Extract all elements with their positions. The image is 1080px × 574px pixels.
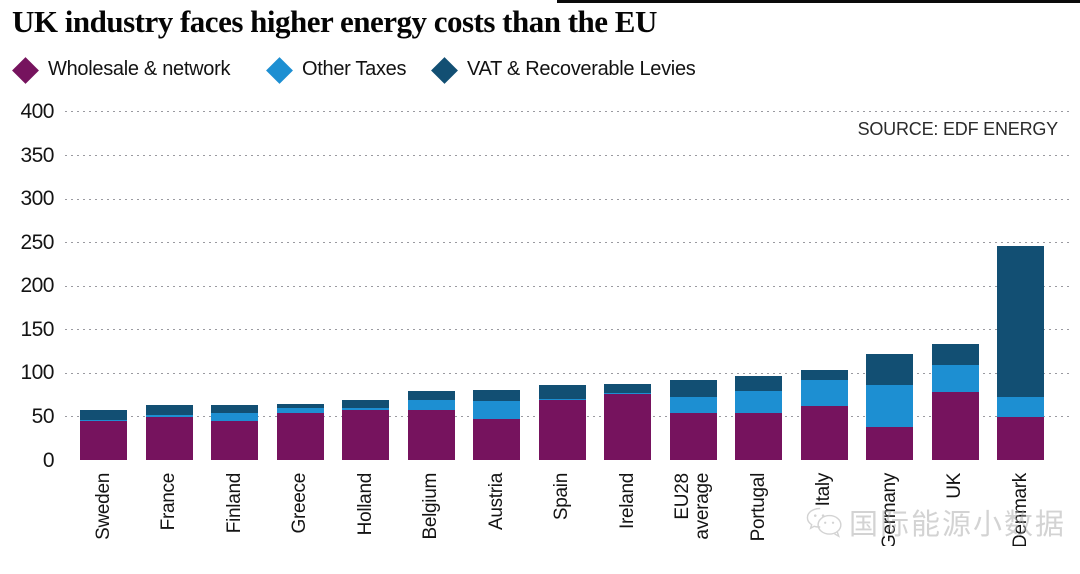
gridline-y-300 [65, 198, 1072, 201]
bar-finland-other-taxes [211, 413, 258, 422]
bar-greece-vat-recoverable-levies [276, 403, 324, 409]
bar-finland-wholesale-network [211, 421, 258, 461]
bar-uk-wholesale-network [931, 391, 979, 461]
bar-france-other-taxes [145, 415, 193, 417]
bar-germany-wholesale-network [866, 426, 913, 461]
bar-spain-vat-recoverable-levies [538, 384, 586, 399]
x-axis-label-sweden: Sweden [92, 473, 114, 540]
bar-italy-wholesale-network [800, 406, 848, 461]
top-border-rule [557, 0, 1080, 3]
bar-france-vat-recoverable-levies [145, 404, 193, 416]
x-axis-label-austria: Austria [485, 473, 507, 531]
bar-portugal-vat-recoverable-levies [735, 375, 782, 391]
y-axis-label: 350 [20, 143, 54, 167]
bar-greece-wholesale-network [276, 413, 324, 461]
bar-finland-vat-recoverable-levies [211, 404, 258, 414]
bar-uk-vat-recoverable-levies [931, 343, 979, 365]
bar-portugal-other-taxes [735, 390, 782, 414]
bar-austria-other-taxes [473, 401, 520, 419]
bar-france-wholesale-network [145, 416, 193, 461]
bar-denmark-other-taxes [997, 396, 1044, 417]
gridline-y-100 [65, 372, 1072, 375]
bar-holland-other-taxes [342, 408, 389, 410]
y-axis-label: 250 [20, 230, 54, 254]
y-axis-label: 200 [20, 274, 54, 298]
chart-title: UK industry faces higher energy costs th… [12, 4, 657, 39]
bar-holland-vat-recoverable-levies [342, 399, 389, 409]
bar-denmark-vat-recoverable-levies [997, 246, 1044, 397]
source-note: SOURCE: EDF ENERGY [857, 119, 1059, 139]
bar-holland-wholesale-network [342, 409, 389, 461]
bar-ireland-wholesale-network [604, 393, 651, 461]
x-axis-label-portugal: Portugal [747, 473, 769, 542]
bar-eu28-average-other-taxes [669, 396, 717, 413]
legend-label: VAT & Recoverable Levies [467, 58, 696, 80]
bar-portugal-wholesale-network [735, 413, 782, 461]
x-axis-label-spain: Spain [551, 473, 572, 521]
bar-denmark-wholesale-network [997, 416, 1044, 461]
bar-eu28-average-vat-recoverable-levies [669, 380, 717, 397]
gridline-y-400 [65, 111, 1072, 114]
bar-belgium-wholesale-network [407, 409, 455, 461]
x-axis-label-greece: Greece [289, 473, 310, 534]
x-axis-label-holland: Holland [354, 473, 376, 536]
bar-spain-other-taxes [538, 398, 586, 400]
x-axis-label-eu28-average: EU28 average [672, 473, 713, 540]
watermark-text: 国际能源小数据 [848, 509, 1066, 541]
y-axis-label: 50 [31, 404, 55, 428]
legend-label: Other Taxes [302, 58, 407, 80]
y-axis-label: 300 [20, 187, 54, 211]
gridline-y-150 [65, 329, 1072, 332]
y-axis-label: 150 [20, 317, 54, 341]
y-axis-label: 400 [20, 99, 54, 123]
gridline-y-250 [65, 242, 1072, 245]
y-axis-label: 0 [42, 448, 55, 472]
x-axis-label-finland: Finland [223, 473, 245, 534]
bar-sweden-vat-recoverable-levies [80, 409, 127, 420]
gridline-y-200 [65, 285, 1072, 288]
bar-germany-other-taxes [866, 384, 913, 427]
x-axis-label-belgium: Belgium [420, 473, 441, 540]
watermark: 国际能源小数据 [806, 494, 1066, 550]
x-axis-label-france: France [158, 473, 179, 531]
legend-label: Wholesale & network [48, 58, 231, 80]
wechat-logo-icon [806, 507, 842, 538]
legend: Wholesale & network Other Taxes VAT & Re… [0, 56, 1080, 86]
y-axis-label: 100 [20, 361, 54, 385]
bar-ireland-other-taxes [604, 392, 651, 394]
bar-italy-vat-recoverable-levies [800, 369, 848, 381]
bar-ireland-vat-recoverable-levies [604, 383, 651, 393]
bar-greece-other-taxes [276, 408, 324, 414]
bar-belgium-other-taxes [407, 400, 455, 410]
bar-uk-other-taxes [931, 364, 979, 392]
gridline-y-350 [65, 155, 1072, 158]
bar-germany-vat-recoverable-levies [866, 354, 913, 385]
bar-spain-wholesale-network [538, 399, 586, 461]
bar-austria-wholesale-network [473, 418, 520, 461]
bar-austria-vat-recoverable-levies [473, 389, 520, 402]
x-axis-label-ireland: Ireland [616, 473, 638, 529]
bar-italy-other-taxes [800, 380, 848, 407]
bar-eu28-average-wholesale-network [669, 412, 717, 461]
bar-sweden-wholesale-network [80, 420, 127, 461]
bar-sweden-other-taxes [80, 419, 127, 421]
bar-belgium-vat-recoverable-levies [407, 390, 455, 401]
